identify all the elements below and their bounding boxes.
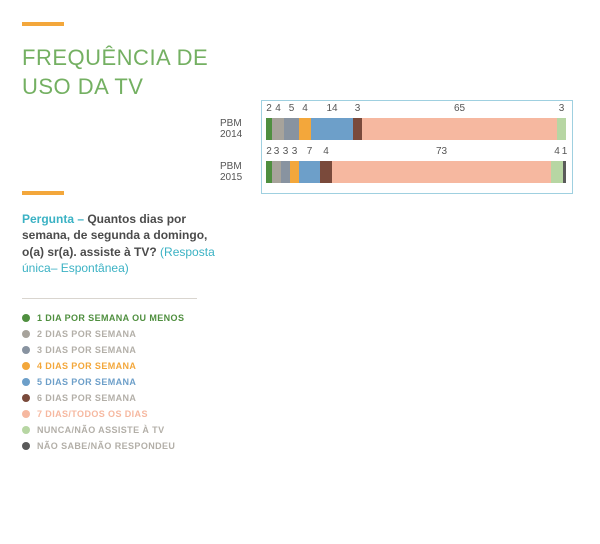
bar-value-label: 1 <box>562 146 568 157</box>
bar-value-label: 3 <box>292 146 298 157</box>
legend-item: 7 DIAS/TODOS OS DIAS <box>22 409 227 419</box>
bar-segment <box>353 118 362 140</box>
legend-swatch <box>22 426 30 434</box>
bar-row-wrap: PBM 2014 <box>266 118 568 140</box>
stacked-bar <box>266 161 566 183</box>
legend-item: 4 DIAS POR SEMANA <box>22 361 227 371</box>
question-label: Pergunta – <box>22 212 84 226</box>
bar-segment <box>299 161 320 183</box>
chart-row: 2454143653PBM 2014 <box>266 103 568 140</box>
legend-swatch <box>22 346 30 354</box>
bar-value-label: 2 <box>266 103 272 114</box>
legend-label: 4 DIAS POR SEMANA <box>37 361 136 371</box>
chart-area: 2454143653PBM 20142333747341PBM 2015 <box>215 100 573 194</box>
legend-label: 7 DIAS/TODOS OS DIAS <box>37 409 148 419</box>
legend-swatch <box>22 378 30 386</box>
legend-swatch <box>22 330 30 338</box>
bar-value-label: 4 <box>323 146 329 157</box>
bar-segment <box>272 118 284 140</box>
legend-label: 3 DIAS POR SEMANA <box>37 345 136 355</box>
legend-item: NUNCA/NÃO ASSISTE À TV <box>22 425 227 435</box>
bar-value-label: 65 <box>454 103 465 114</box>
bar-segment <box>299 118 311 140</box>
divider <box>22 298 197 299</box>
legend-swatch <box>22 394 30 402</box>
bar-segment <box>551 161 563 183</box>
stacked-bar <box>266 118 566 140</box>
legend-swatch <box>22 362 30 370</box>
bar-segment <box>311 118 353 140</box>
accent-bar-mid <box>22 191 64 195</box>
bar-row-name: PBM 2014 <box>220 118 266 140</box>
bar-row-name: PBM 2015 <box>220 161 266 183</box>
legend-label: 6 DIAS POR SEMANA <box>37 393 136 403</box>
bar-segment <box>284 118 299 140</box>
legend-swatch <box>22 442 30 450</box>
bar-segment <box>290 161 299 183</box>
legend-item: 5 DIAS POR SEMANA <box>22 377 227 387</box>
bar-value-label: 7 <box>307 146 313 157</box>
legend-item: 1 DIA POR SEMANA OU MENOS <box>22 313 227 323</box>
page-title: FREQUÊNCIA DE USO DA TV <box>22 44 227 101</box>
chart-frame: 2454143653PBM 20142333747341PBM 2015 <box>261 100 573 194</box>
bar-value-labels: 2454143653 <box>266 103 566 118</box>
bar-value-label: 3 <box>559 103 565 114</box>
legend-item: 2 DIAS POR SEMANA <box>22 329 227 339</box>
bar-value-label: 14 <box>326 103 337 114</box>
legend-label: 5 DIAS POR SEMANA <box>37 377 136 387</box>
bar-value-label: 73 <box>436 146 447 157</box>
legend-item: 3 DIAS POR SEMANA <box>22 345 227 355</box>
bar-value-label: 5 <box>289 103 295 114</box>
sidebar: FREQUÊNCIA DE USO DA TV Pergunta – Quant… <box>22 22 227 457</box>
legend-item: NÃO SABE/NÃO RESPONDEU <box>22 441 227 451</box>
legend: 1 DIA POR SEMANA OU MENOS 2 DIAS POR SEMA… <box>22 313 227 451</box>
bar-segment <box>272 161 281 183</box>
legend-label: NUNCA/NÃO ASSISTE À TV <box>37 425 164 435</box>
bar-segment <box>557 118 566 140</box>
bar-segment <box>362 118 557 140</box>
question-block: Pergunta – Quantos dias por semana, de s… <box>22 211 227 276</box>
bar-value-label: 4 <box>302 103 308 114</box>
page: FREQUÊNCIA DE USO DA TV Pergunta – Quant… <box>0 0 600 544</box>
bar-row-wrap: PBM 2015 <box>266 161 568 183</box>
legend-swatch <box>22 410 30 418</box>
bar-segment <box>320 161 332 183</box>
bar-value-labels: 2333747341 <box>266 146 566 161</box>
bar-segment <box>281 161 290 183</box>
legend-label: 1 DIA POR SEMANA OU MENOS <box>37 313 184 323</box>
legend-label: 2 DIAS POR SEMANA <box>37 329 136 339</box>
bar-value-label: 4 <box>554 146 560 157</box>
accent-bar-top <box>22 22 64 26</box>
bar-value-label: 2 <box>266 146 272 157</box>
bar-value-label: 3 <box>355 103 361 114</box>
bar-value-label: 3 <box>283 146 289 157</box>
legend-swatch <box>22 314 30 322</box>
legend-item: 6 DIAS POR SEMANA <box>22 393 227 403</box>
bar-segment <box>332 161 551 183</box>
legend-label: NÃO SABE/NÃO RESPONDEU <box>37 441 175 451</box>
bar-value-label: 4 <box>275 103 281 114</box>
chart-row: 2333747341PBM 2015 <box>266 146 568 183</box>
bar-segment <box>563 161 566 183</box>
bar-value-label: 3 <box>274 146 280 157</box>
